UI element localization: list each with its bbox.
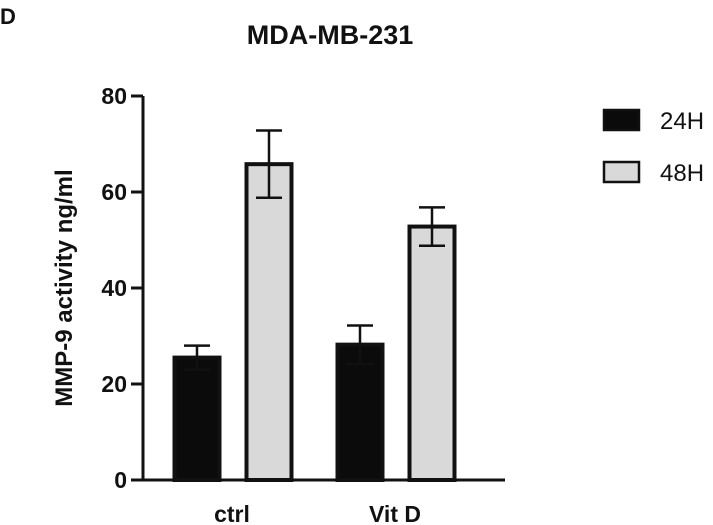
x-tick-label: Vit D xyxy=(369,501,421,525)
y-tick-label: 60 xyxy=(101,179,127,205)
legend-swatch-24H xyxy=(602,108,641,132)
y-tick-label: 20 xyxy=(101,371,127,397)
plot-area: 0 20 40 60 80 ctrl Vit D xyxy=(101,83,505,525)
bar-48H-Vit D xyxy=(407,224,457,482)
y-tick-label: 80 xyxy=(101,83,127,109)
y-tick-label: 0 xyxy=(114,467,127,493)
y-axis-label: MMP-9 activity ng/ml xyxy=(51,169,78,406)
legend-label-48H: 48H xyxy=(660,160,704,187)
legend-label-24H: 24H xyxy=(660,108,704,135)
legend: 24H 48H xyxy=(602,108,704,187)
legend-swatch-48H xyxy=(602,160,641,184)
chart-title: MDA-MB-231 xyxy=(247,20,414,50)
y-tick-label: 40 xyxy=(101,275,127,301)
x-tick-label: ctrl xyxy=(214,501,250,525)
bar-24H-ctrl xyxy=(172,355,222,483)
bar-48H-ctrl xyxy=(244,162,294,482)
panel-label: D xyxy=(0,4,16,29)
